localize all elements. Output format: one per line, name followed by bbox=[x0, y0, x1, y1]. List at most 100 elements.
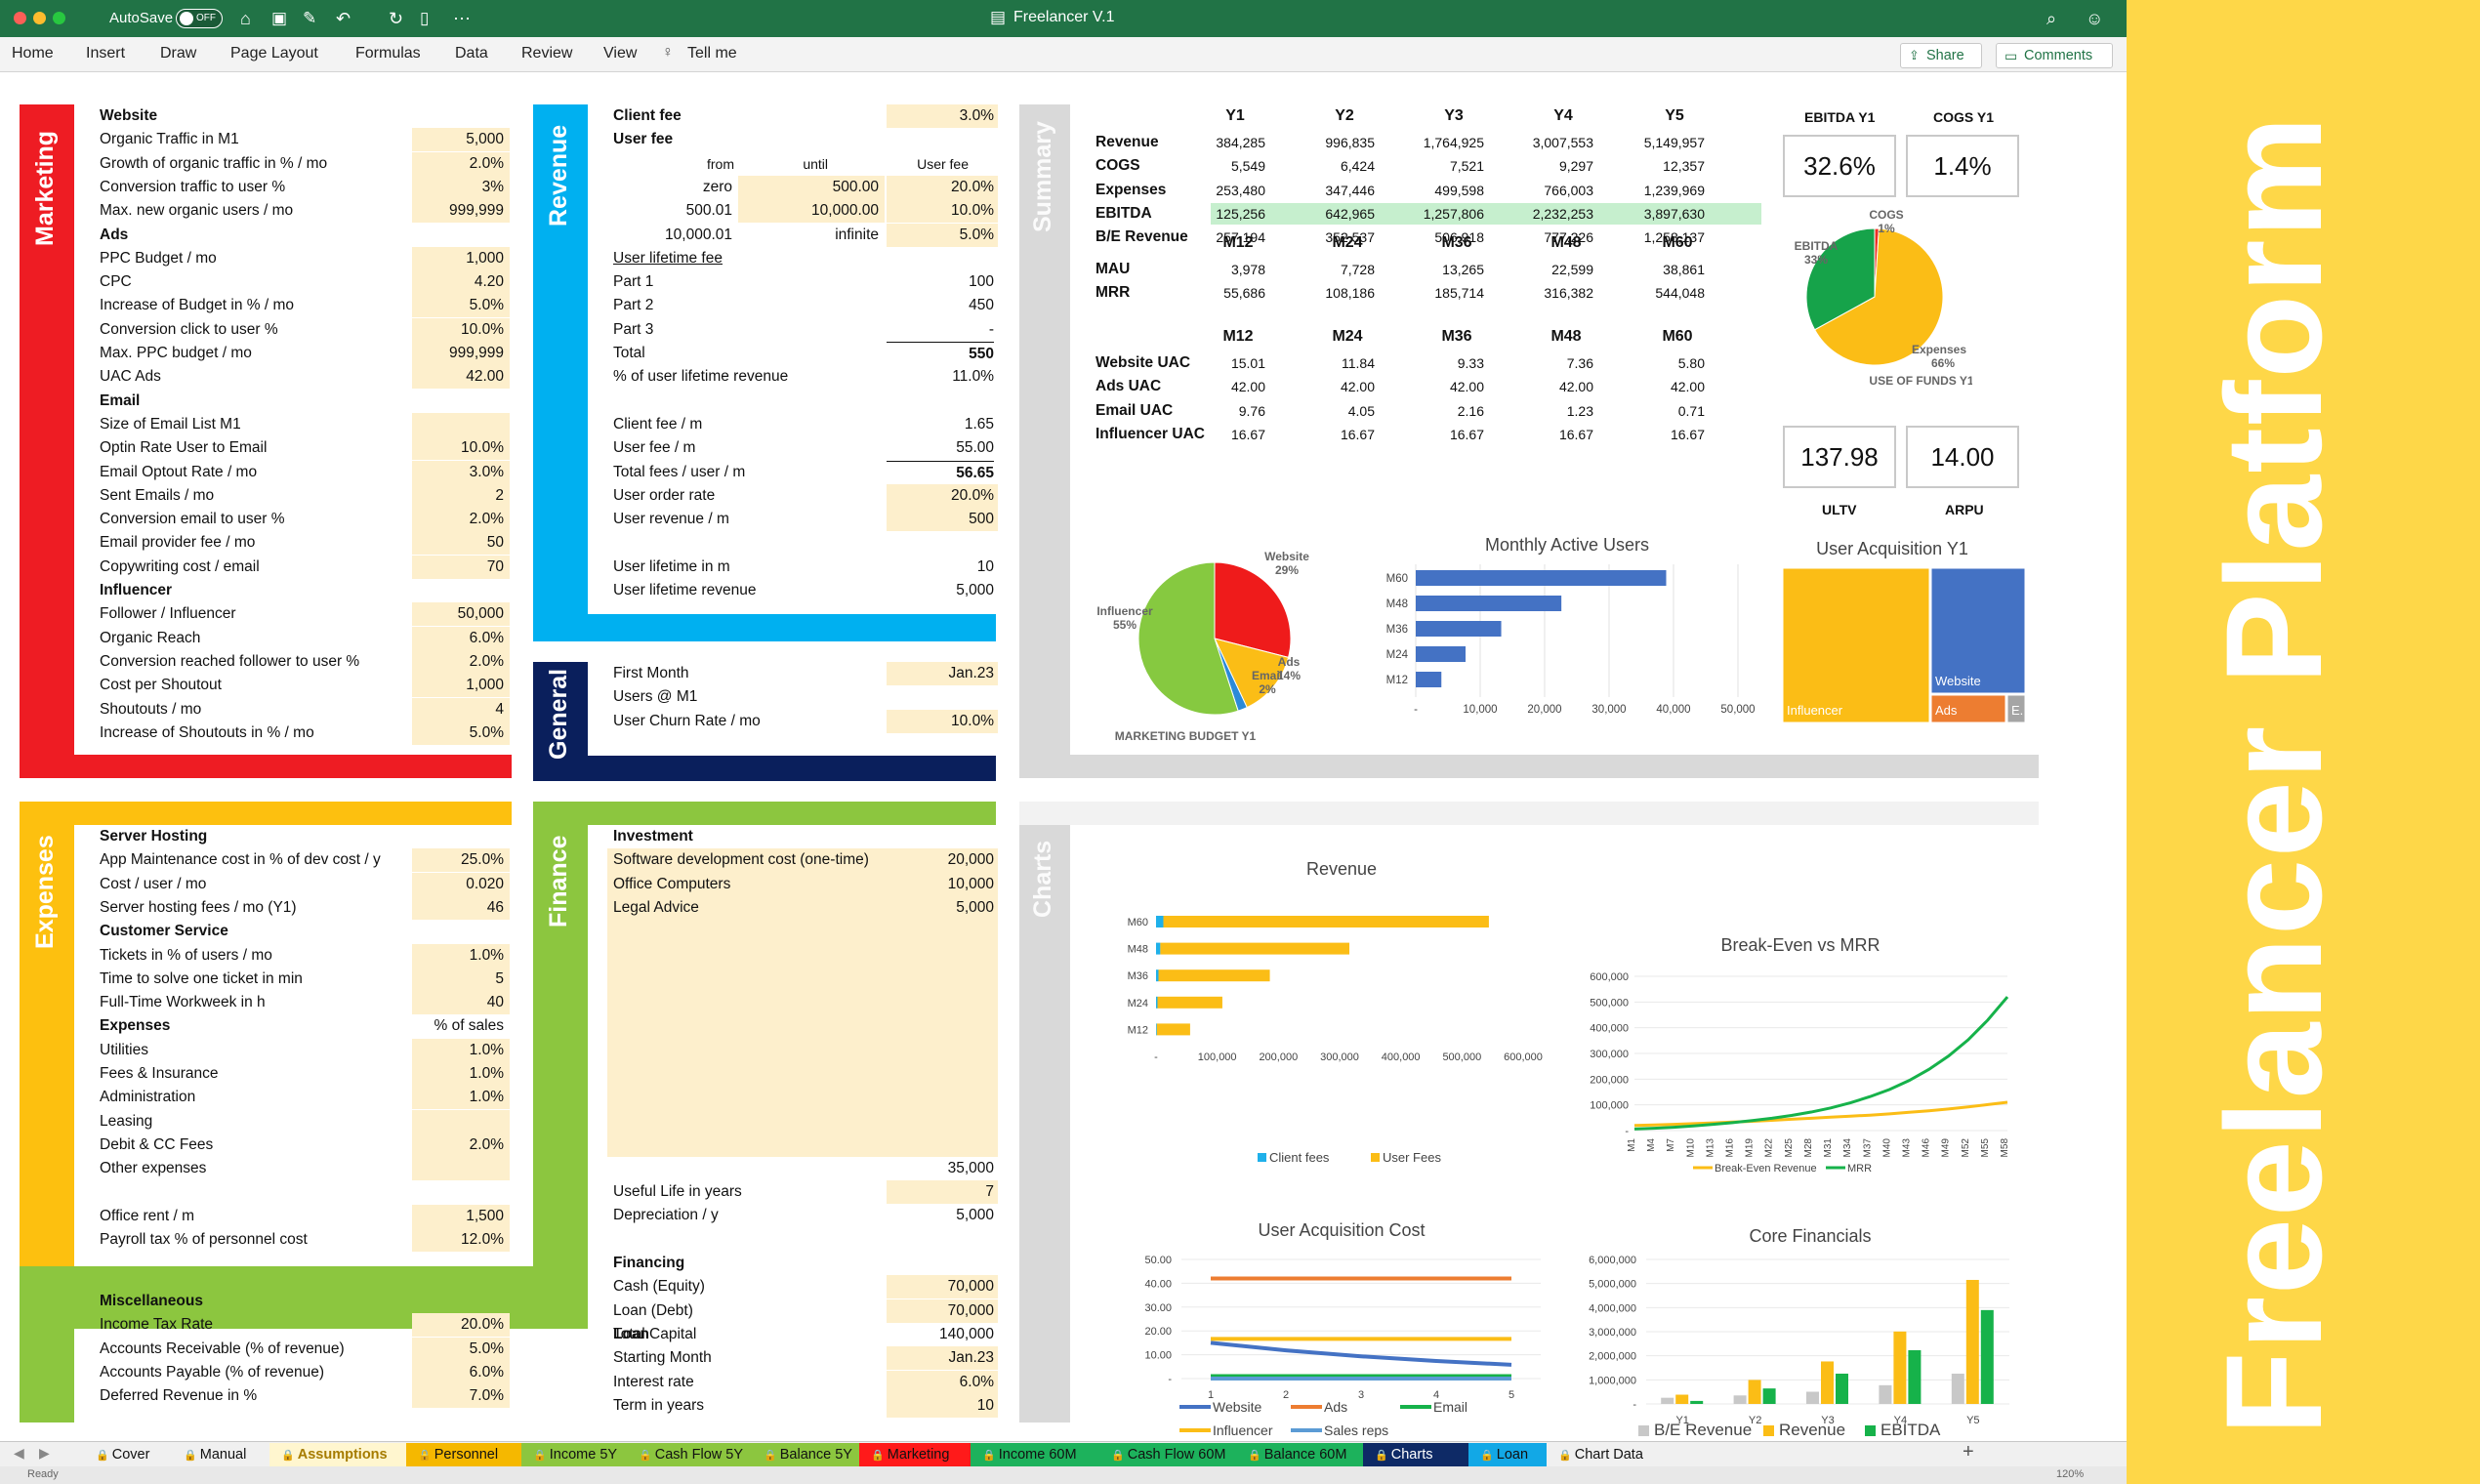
tier-fee-cell[interactable] bbox=[887, 223, 998, 247]
tab-scroll-right-icon[interactable]: ▶ bbox=[39, 1445, 50, 1461]
tier-fee-cell[interactable] bbox=[887, 199, 998, 224]
marketing-input-cell[interactable] bbox=[412, 246, 510, 270]
menu-tell-me[interactable]: Tell me bbox=[687, 45, 737, 62]
zoom-window-button[interactable] bbox=[53, 12, 65, 24]
menu-home[interactable]: Home bbox=[12, 45, 54, 62]
menu-data[interactable]: Data bbox=[455, 45, 488, 62]
useful-life-cell[interactable] bbox=[887, 1180, 998, 1204]
account-icon[interactable]: ☺ bbox=[2086, 9, 2104, 28]
financing-cell[interactable] bbox=[887, 1275, 998, 1299]
marketing-input-cell[interactable] bbox=[412, 151, 510, 176]
fee-cell[interactable] bbox=[887, 483, 998, 508]
tab-scroll-left-icon[interactable]: ◀ bbox=[14, 1445, 24, 1461]
sheet-tab-charts[interactable]: 🔒 Charts bbox=[1363, 1443, 1468, 1466]
home-icon[interactable]: ⌂ bbox=[240, 9, 251, 28]
general-cell[interactable] bbox=[887, 709, 998, 733]
sheet-tab-chart-data[interactable]: 🔒 Chart Data bbox=[1547, 1443, 1670, 1466]
marketing-input-cell[interactable] bbox=[412, 460, 510, 484]
edit-icon[interactable]: ✎ bbox=[303, 9, 317, 27]
expenses-input-cell[interactable] bbox=[412, 991, 510, 1015]
worksheet-grid[interactable]: Marketing Revenue General Summary EBITDA… bbox=[0, 72, 2127, 1441]
marketing-input-cell[interactable] bbox=[412, 175, 510, 199]
marketing-input-cell[interactable] bbox=[412, 199, 510, 224]
sheet-tab-cover[interactable]: 🔒 Cover bbox=[84, 1443, 172, 1466]
sheet-tab-manual[interactable]: 🔒 Manual bbox=[172, 1443, 269, 1466]
sheet-tab-balance-60m[interactable]: 🔒 Balance 60M bbox=[1236, 1443, 1363, 1466]
marketing-input-cell[interactable] bbox=[412, 483, 510, 508]
sheet-tab-cash-flow-60m[interactable]: 🔒 Cash Flow 60M bbox=[1099, 1443, 1236, 1466]
marketing-input-cell[interactable] bbox=[412, 697, 510, 721]
marketing-input-cell[interactable] bbox=[412, 508, 510, 532]
expenses-input-cell[interactable] bbox=[412, 848, 510, 873]
fee-cell[interactable] bbox=[887, 508, 998, 532]
expenses-input-cell[interactable] bbox=[412, 1204, 510, 1228]
expenses-input-cell[interactable] bbox=[412, 1109, 510, 1134]
general-cell[interactable] bbox=[887, 662, 998, 685]
sheet-tab-income-60m[interactable]: 🔒 Income 60M bbox=[971, 1443, 1099, 1466]
sheet-tab-income-5y[interactable]: 🔒 Income 5Y bbox=[521, 1443, 627, 1466]
marketing-input-cell[interactable] bbox=[412, 294, 510, 318]
expenses-input-cell[interactable] bbox=[412, 1133, 510, 1157]
misc-input-cell[interactable] bbox=[412, 1313, 510, 1338]
menu-draw[interactable]: Draw bbox=[160, 45, 197, 62]
expenses-input-cell[interactable] bbox=[412, 1038, 510, 1062]
more-icon[interactable]: ⋯ bbox=[453, 9, 471, 28]
misc-input-cell[interactable] bbox=[412, 1384, 510, 1409]
expenses-input-cell[interactable] bbox=[412, 895, 510, 920]
marketing-input-cell[interactable] bbox=[412, 674, 510, 698]
financing-cell[interactable] bbox=[887, 1298, 998, 1323]
loan-cell[interactable] bbox=[887, 1370, 998, 1394]
menu-view[interactable]: View bbox=[603, 45, 638, 62]
marketing-input-cell[interactable] bbox=[412, 270, 510, 295]
sheet-tab-balance-5y[interactable]: 🔒 Balance 5Y bbox=[752, 1443, 859, 1466]
expenses-input-cell[interactable] bbox=[412, 943, 510, 968]
sheet-tab-assumptions[interactable]: 🔒 Assumptions bbox=[269, 1443, 406, 1466]
sheet-tab-loan[interactable]: 🔒 Loan bbox=[1468, 1443, 1547, 1466]
save-icon[interactable]: ▣ bbox=[271, 9, 288, 27]
add-sheet-icon[interactable]: + bbox=[1963, 1441, 1974, 1463]
investment-cell-block[interactable] bbox=[607, 848, 998, 1157]
expenses-input-cell[interactable] bbox=[412, 967, 510, 991]
sheet-tab-cash-flow-5y[interactable]: 🔒 Cash Flow 5Y bbox=[627, 1443, 752, 1466]
autosave-toggle[interactable]: OFF bbox=[176, 9, 223, 28]
tier-until-cell[interactable] bbox=[738, 199, 885, 224]
expenses-input-cell[interactable] bbox=[412, 1062, 510, 1086]
menu-page-layout[interactable]: Page Layout bbox=[230, 45, 318, 62]
marketing-input-cell[interactable] bbox=[412, 342, 510, 365]
expenses-input-cell[interactable] bbox=[412, 1086, 510, 1110]
comments-button[interactable]: ▭ Comments bbox=[1996, 43, 2113, 68]
marketing-input-cell[interactable] bbox=[412, 436, 510, 461]
sheet-tab-marketing[interactable]: 🔒 Marketing bbox=[859, 1443, 971, 1466]
share-button[interactable]: ⇪ Share bbox=[1900, 43, 1982, 68]
new-document-icon[interactable]: ▯ bbox=[420, 9, 430, 27]
marketing-input-cell[interactable] bbox=[412, 365, 510, 390]
marketing-input-cell[interactable] bbox=[412, 626, 510, 650]
tier-fee-cell[interactable] bbox=[887, 175, 998, 199]
marketing-input-cell[interactable] bbox=[412, 721, 510, 745]
undo-icon[interactable]: ↶ bbox=[336, 9, 351, 28]
loan-cell[interactable] bbox=[887, 1346, 998, 1371]
client-fee-cell[interactable] bbox=[887, 104, 998, 128]
menu-formulas[interactable]: Formulas bbox=[355, 45, 421, 62]
sheet-tab-personnel[interactable]: 🔒 Personnel bbox=[406, 1443, 521, 1466]
misc-input-cell[interactable] bbox=[412, 1360, 510, 1384]
expenses-input-cell[interactable] bbox=[412, 872, 510, 896]
tier-until-cell[interactable] bbox=[738, 175, 885, 199]
redo-icon[interactable]: ↻ bbox=[389, 9, 404, 28]
expenses-input-cell[interactable] bbox=[412, 1228, 510, 1253]
minimize-window-button[interactable] bbox=[33, 12, 46, 24]
marketing-input-cell[interactable] bbox=[412, 317, 510, 342]
expenses-input-cell[interactable] bbox=[412, 1157, 510, 1181]
marketing-input-cell[interactable] bbox=[412, 649, 510, 674]
marketing-input-cell[interactable] bbox=[412, 412, 510, 436]
search-icon[interactable]: ⌕ bbox=[2046, 9, 2057, 28]
loan-cell[interactable] bbox=[887, 1393, 998, 1418]
menu-insert[interactable]: Insert bbox=[86, 45, 126, 62]
misc-input-cell[interactable] bbox=[412, 1337, 510, 1361]
close-window-button[interactable] bbox=[14, 12, 26, 24]
menu-review[interactable]: Review bbox=[521, 45, 573, 62]
marketing-input-cell[interactable] bbox=[412, 602, 510, 627]
marketing-input-cell[interactable] bbox=[412, 531, 510, 556]
marketing-input-cell[interactable] bbox=[412, 555, 510, 579]
marketing-input-cell[interactable] bbox=[412, 128, 510, 152]
